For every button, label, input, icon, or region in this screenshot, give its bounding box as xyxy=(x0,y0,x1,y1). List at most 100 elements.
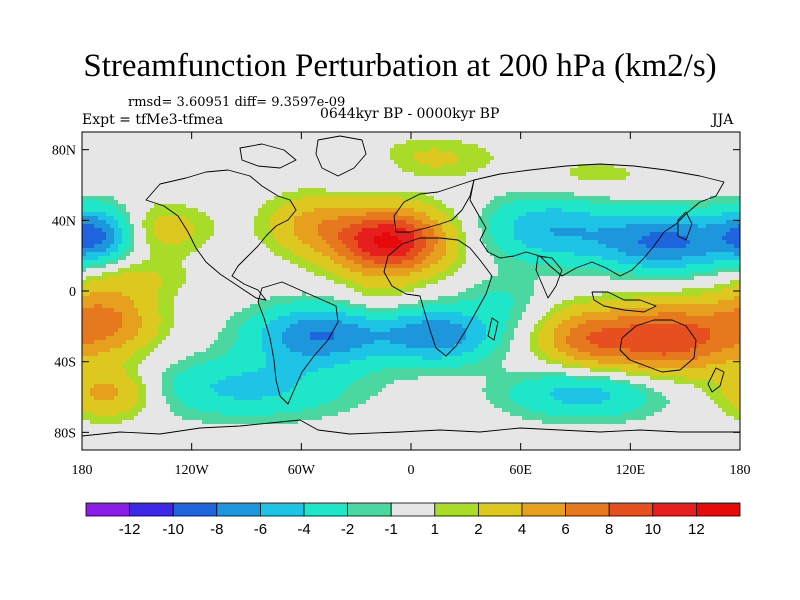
field-cell xyxy=(134,196,139,201)
field-cell xyxy=(354,244,359,249)
field-cell xyxy=(90,180,95,185)
field-cell xyxy=(114,188,119,193)
field-cell xyxy=(730,236,735,241)
field-cell xyxy=(282,216,287,221)
field-cell xyxy=(202,216,207,221)
field-cell xyxy=(510,244,515,249)
field-cell xyxy=(450,176,455,181)
field-cell xyxy=(330,232,335,237)
field-cell xyxy=(618,228,623,233)
field-cell xyxy=(98,216,103,221)
field-cell xyxy=(218,132,223,137)
field-cell xyxy=(670,164,675,169)
field-cell xyxy=(390,248,395,253)
field-cell xyxy=(718,172,723,177)
field-cell xyxy=(390,168,395,173)
field-cell xyxy=(558,192,563,197)
field-cell xyxy=(658,140,663,145)
field-cell xyxy=(134,208,139,213)
field-cell xyxy=(178,228,183,233)
field-cell xyxy=(574,196,579,201)
field-cell xyxy=(590,228,595,233)
field-cell xyxy=(642,236,647,241)
field-cell xyxy=(326,168,331,173)
field-cell xyxy=(626,196,631,201)
field-cell xyxy=(458,212,463,217)
field-cell xyxy=(598,244,603,249)
field-cell xyxy=(642,156,647,161)
field-cell xyxy=(174,196,179,201)
field-cell xyxy=(470,192,475,197)
field-cell xyxy=(438,176,443,181)
field-cell xyxy=(250,196,255,201)
field-cell xyxy=(410,244,415,249)
field-cell xyxy=(726,192,731,197)
field-cell xyxy=(170,168,175,173)
field-cell xyxy=(658,232,663,237)
field-cell xyxy=(682,236,687,241)
field-cell xyxy=(718,160,723,165)
field-cell xyxy=(250,200,255,205)
field-cell xyxy=(174,200,179,205)
field-cell xyxy=(86,196,91,201)
field-cell xyxy=(290,240,295,245)
field-cell xyxy=(298,192,303,197)
field-cell xyxy=(582,204,587,209)
field-cell xyxy=(178,164,183,169)
field-cell xyxy=(386,188,391,193)
field-cell xyxy=(718,192,723,197)
field-cell xyxy=(242,164,247,169)
field-cell xyxy=(198,192,203,197)
field-cell xyxy=(666,140,671,145)
field-cell xyxy=(82,252,87,257)
field-cell xyxy=(202,220,207,225)
field-cell xyxy=(494,176,499,181)
field-cell xyxy=(678,156,683,161)
field-cell xyxy=(302,244,307,249)
field-cell xyxy=(394,160,399,165)
field-cell xyxy=(538,148,543,153)
field-cell xyxy=(354,192,359,197)
field-cell xyxy=(498,208,503,213)
field-cell xyxy=(394,176,399,181)
field-cell xyxy=(618,212,623,217)
field-cell xyxy=(214,236,219,241)
field-cell xyxy=(638,244,643,249)
field-cell xyxy=(718,244,723,249)
field-cell xyxy=(726,196,731,201)
field-cell xyxy=(530,176,535,181)
field-cell xyxy=(538,184,543,189)
field-cell xyxy=(254,172,259,177)
field-cell xyxy=(194,248,199,253)
field-cell xyxy=(126,188,131,193)
field-cell xyxy=(146,220,151,225)
field-cell xyxy=(442,144,447,149)
field-cell xyxy=(530,236,535,241)
field-cell xyxy=(490,208,495,213)
field-cell xyxy=(118,236,123,241)
field-cell xyxy=(474,152,479,157)
field-cell xyxy=(374,160,379,165)
field-cell xyxy=(150,176,155,181)
field-cell xyxy=(702,176,707,181)
field-cell xyxy=(422,232,427,237)
field-cell xyxy=(406,160,411,165)
field-cell xyxy=(470,204,475,209)
field-cell xyxy=(686,140,691,145)
field-cell xyxy=(386,248,391,253)
field-cell xyxy=(114,180,119,185)
field-cell xyxy=(654,148,659,153)
field-cell xyxy=(630,140,635,145)
field-cell xyxy=(614,144,619,149)
field-cell xyxy=(94,240,99,245)
field-cell xyxy=(94,204,99,209)
field-cell xyxy=(574,200,579,205)
field-cell xyxy=(302,212,307,217)
field-cell xyxy=(554,204,559,209)
field-cell xyxy=(594,176,599,181)
field-cell xyxy=(718,152,723,157)
field-cell xyxy=(630,192,635,197)
field-cell xyxy=(506,220,511,225)
field-cell xyxy=(202,176,207,181)
field-cell xyxy=(114,208,119,213)
